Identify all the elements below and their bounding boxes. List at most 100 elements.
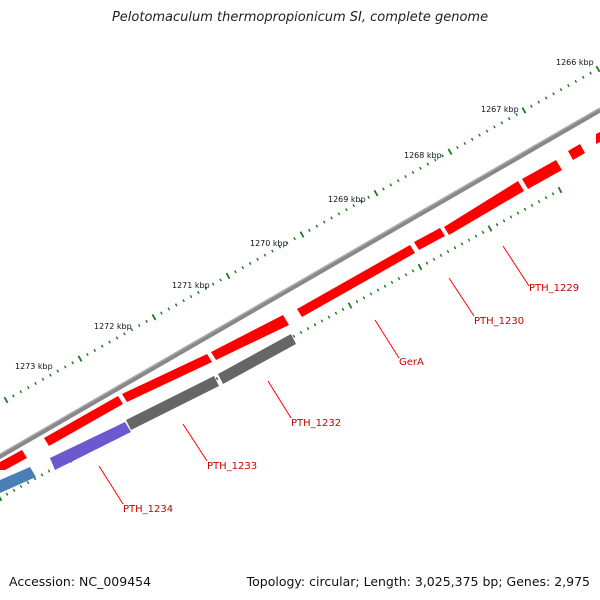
kbp-label: 1273 kbp <box>15 362 53 371</box>
minor-tick <box>425 261 429 265</box>
minor-tick <box>551 192 555 196</box>
minor-tick <box>376 288 380 292</box>
minor-tick <box>123 332 126 336</box>
minor-tick <box>411 269 415 273</box>
minor-tick <box>189 294 193 299</box>
minor-tick <box>433 158 437 162</box>
callout-line <box>502 245 530 287</box>
minor-tick <box>446 250 450 254</box>
gene-segment[interactable] <box>0 467 36 493</box>
minor-tick <box>341 307 345 311</box>
major-tick <box>417 263 423 271</box>
minor-tick <box>567 83 570 88</box>
genome-backbone-highlight <box>0 107 600 455</box>
map-title: Pelotomaculum thermopropionicum SI, comp… <box>111 10 489 25</box>
gene-label-pth-1232[interactable]: PTH_1232 <box>291 418 341 429</box>
gene-label-pth-1229[interactable]: PTH_1229 <box>529 283 579 294</box>
callout-line <box>267 380 292 419</box>
gene-label-pth-1233[interactable]: PTH_1233 <box>207 461 257 472</box>
minor-tick <box>502 219 506 223</box>
minor-tick <box>49 373 52 377</box>
gene-segment[interactable] <box>44 396 123 446</box>
kbp-label: 1272 kbp <box>94 322 132 331</box>
topology-label: Topology: circular; Length: 3,025,375 bp… <box>246 574 590 589</box>
major-tick <box>3 396 9 404</box>
minor-tick <box>174 303 178 307</box>
minor-tick <box>256 257 259 261</box>
minor-tick <box>581 75 585 79</box>
minor-tick <box>167 307 171 311</box>
minor-tick <box>559 88 563 92</box>
minor-tick <box>56 369 60 373</box>
minor-tick <box>500 121 504 125</box>
major-tick <box>557 186 563 194</box>
minor-tick <box>544 96 548 100</box>
minor-tick <box>334 311 338 315</box>
gene-segment[interactable] <box>297 245 415 317</box>
minor-tick <box>574 79 578 83</box>
gene-segment[interactable] <box>50 422 131 470</box>
outer-tick-track <box>3 65 600 404</box>
gene-label-pth-1230[interactable]: PTH_1230 <box>474 316 524 327</box>
kbp-label: 1271 kbp <box>172 281 210 290</box>
major-tick <box>521 107 527 114</box>
minor-tick <box>19 484 23 489</box>
minor-tick <box>197 290 200 294</box>
gene-segment[interactable] <box>126 376 219 430</box>
minor-tick <box>493 125 496 129</box>
minor-tick <box>115 336 119 340</box>
major-tick <box>151 314 157 321</box>
minor-tick <box>26 481 30 485</box>
minor-tick <box>432 257 436 261</box>
minor-tick <box>308 228 311 232</box>
minor-tick <box>537 199 541 204</box>
minor-tick <box>278 245 282 249</box>
minor-tick <box>523 207 527 211</box>
minor-tick <box>63 365 67 369</box>
major-tick <box>225 272 231 280</box>
gene-segment[interactable] <box>0 450 27 470</box>
major-tick <box>447 148 453 155</box>
gene-segment[interactable] <box>444 181 524 235</box>
minor-tick <box>204 286 208 290</box>
gene-segment[interactable] <box>596 132 600 144</box>
gene-callouts: PTH_1229 PTH_1230 GerA PTH_1232 PTH_1233… <box>98 245 579 515</box>
minor-tick <box>359 199 363 203</box>
minor-tick <box>382 187 385 191</box>
minor-tick <box>337 212 341 216</box>
reverse-strand-track <box>0 334 296 493</box>
minor-tick <box>71 361 74 365</box>
minor-tick <box>248 261 252 266</box>
major-tick <box>299 231 305 238</box>
minor-tick <box>470 137 474 141</box>
gene-segment[interactable] <box>522 160 562 189</box>
major-tick <box>0 496 3 502</box>
gene-segment[interactable] <box>122 354 212 402</box>
minor-tick <box>516 211 520 215</box>
minor-tick <box>369 292 373 296</box>
minor-tick <box>367 195 370 199</box>
kbp-label: 1268 kbp <box>404 151 442 160</box>
minor-tick <box>439 253 443 258</box>
kbp-label: 1269 kbp <box>328 195 366 204</box>
callout-line <box>374 319 400 359</box>
forward-strand-track <box>0 132 600 470</box>
gene-segment[interactable] <box>218 334 296 384</box>
gene-label-pth-1234[interactable]: PTH_1234 <box>123 504 173 515</box>
minor-tick <box>5 492 9 496</box>
gene-label-gera[interactable]: GerA <box>399 357 424 368</box>
minor-tick <box>456 146 459 150</box>
minor-tick <box>12 488 16 492</box>
gene-segment[interactable] <box>568 144 585 160</box>
minor-tick <box>397 276 401 281</box>
minor-tick <box>182 299 185 303</box>
minor-tick <box>315 224 319 228</box>
gene-segment[interactable] <box>211 315 289 360</box>
minor-tick <box>460 242 464 246</box>
minor-tick <box>485 129 489 133</box>
major-tick <box>77 355 83 362</box>
gene-segment[interactable] <box>414 228 445 250</box>
minor-tick <box>404 273 408 277</box>
minor-tick <box>530 104 533 108</box>
